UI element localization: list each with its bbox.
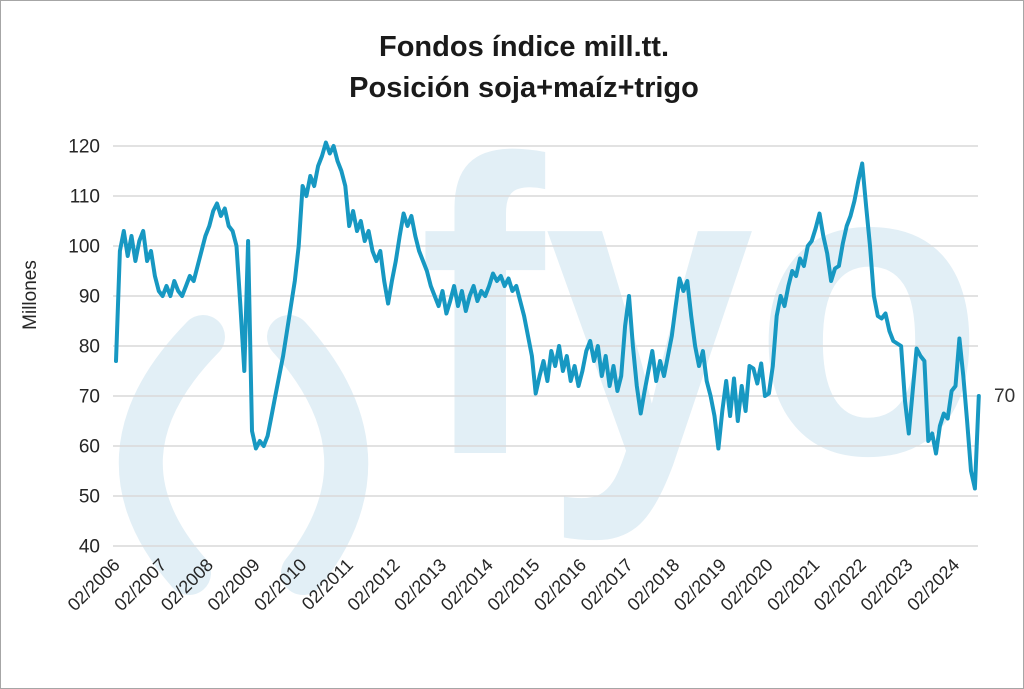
data-series-line bbox=[114, 140, 981, 491]
chart-title: Fondos índice mill.tt. Posición soja+maí… bbox=[94, 27, 954, 109]
y-tick-label: 50 bbox=[79, 487, 100, 508]
y-tick-label: 120 bbox=[68, 137, 100, 158]
y-tick-label: 70 bbox=[79, 387, 100, 408]
watermark-text: fyo bbox=[419, 74, 984, 545]
x-tick-label: 02/2024 bbox=[903, 555, 963, 615]
y-tick-label: 60 bbox=[79, 437, 100, 458]
y-tick-label: 90 bbox=[79, 287, 100, 308]
y-tick-label: 110 bbox=[70, 187, 100, 208]
watermark-logo-left-arc bbox=[118, 315, 225, 595]
end-value-label: 70 bbox=[994, 386, 1015, 407]
chart-title-line2: Posición soja+maíz+trigo bbox=[349, 72, 699, 104]
chart-title-line1: Fondos índice mill.tt. bbox=[379, 31, 669, 63]
watermark-logo-right-arc bbox=[267, 315, 369, 595]
y-axis-title: Millones bbox=[20, 260, 41, 330]
y-tick-label: 100 bbox=[68, 237, 100, 258]
y-tick-label: 80 bbox=[79, 337, 100, 358]
y-tick-label: 40 bbox=[79, 537, 100, 558]
